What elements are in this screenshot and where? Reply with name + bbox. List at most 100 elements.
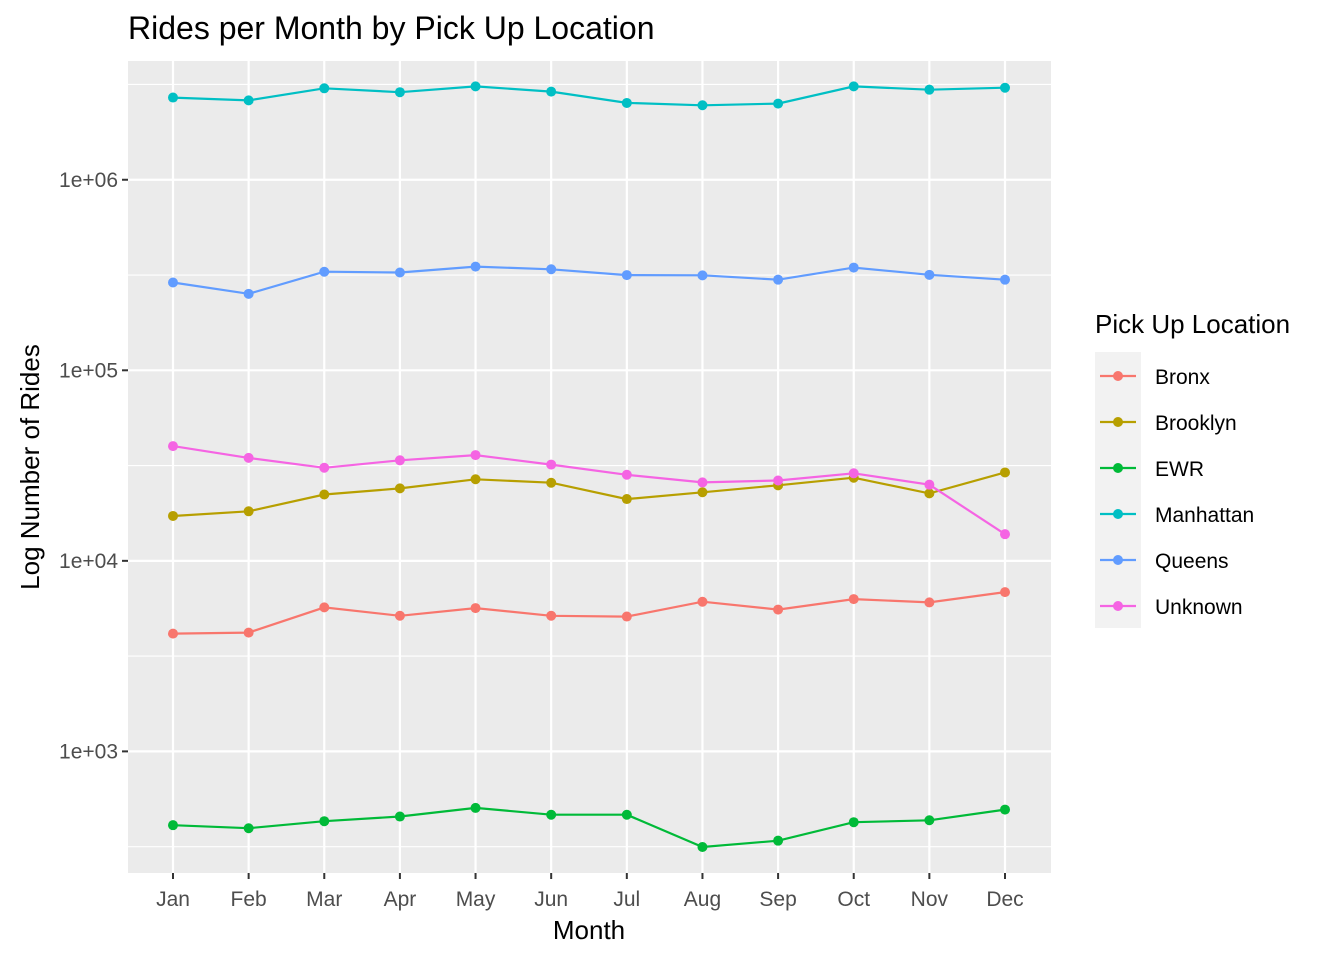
data-point-unknown bbox=[621, 469, 632, 480]
data-point-unknown bbox=[848, 468, 859, 479]
data-point-bronx bbox=[546, 610, 557, 621]
legend: Pick Up Location Bronx Brooklyn EWR Manhatt… bbox=[1095, 309, 1290, 628]
legend-key-point-brooklyn bbox=[1113, 417, 1123, 427]
data-point-queens bbox=[697, 270, 708, 281]
data-point-brooklyn bbox=[394, 483, 405, 494]
data-point-queens bbox=[470, 261, 481, 272]
data-point-ewr bbox=[848, 817, 859, 828]
legend-label-queens: Queens bbox=[1155, 550, 1229, 573]
data-point-manhattan bbox=[924, 84, 935, 95]
y-tick-label: 1e+05 bbox=[59, 359, 118, 382]
x-tick-label: Jan bbox=[156, 888, 190, 911]
x-tick-label: Jul bbox=[613, 888, 640, 911]
series-line-ewr bbox=[172, 806, 1006, 849]
y-axis-title: Log Number of Rides bbox=[15, 344, 45, 590]
series-line-unknown bbox=[172, 445, 1006, 536]
data-point-manhattan bbox=[168, 92, 178, 103]
x-axis-title: Month bbox=[553, 915, 625, 945]
x-tick-label: Dec bbox=[986, 888, 1023, 911]
data-point-ewr bbox=[924, 815, 935, 826]
data-point-queens bbox=[168, 277, 178, 288]
data-point-manhattan bbox=[697, 100, 708, 111]
data-point-bronx bbox=[621, 611, 632, 622]
legend-key-point-manhattan bbox=[1113, 509, 1123, 519]
series-line-bronx bbox=[172, 591, 1006, 635]
data-point-bronx bbox=[773, 604, 784, 615]
x-tick-label: Apr bbox=[384, 888, 417, 911]
data-point-manhattan bbox=[319, 83, 330, 94]
data-point-brooklyn bbox=[319, 489, 330, 500]
data-point-manhattan bbox=[773, 98, 784, 109]
data-point-ewr bbox=[319, 816, 330, 827]
legend-label-unknown: Unknown bbox=[1155, 596, 1243, 619]
data-point-ewr bbox=[621, 809, 632, 820]
data-point-unknown bbox=[168, 441, 178, 452]
data-point-unknown bbox=[924, 479, 935, 490]
x-axis: Jan Feb Mar Apr May Jun Jul Aug Sep Oct Nov Dec bbox=[156, 873, 1024, 911]
data-point-brooklyn bbox=[924, 488, 935, 499]
data-point-ewr bbox=[168, 820, 178, 831]
minor-grid bbox=[128, 83, 1051, 848]
data-point-manhattan bbox=[470, 81, 481, 92]
plot-panel bbox=[128, 61, 1051, 873]
data-point-manhattan bbox=[394, 87, 405, 98]
data-point-bronx bbox=[697, 596, 708, 607]
data-point-bronx bbox=[243, 627, 254, 638]
data-point-unknown bbox=[546, 459, 557, 470]
x-tick-label: Mar bbox=[306, 888, 342, 911]
data-point-brooklyn bbox=[546, 477, 557, 488]
x-tick-label: Sep bbox=[759, 888, 796, 911]
data-point-unknown bbox=[243, 452, 254, 463]
data-point-brooklyn bbox=[243, 506, 254, 517]
data-point-unknown bbox=[470, 450, 481, 461]
x-tick-label: Aug bbox=[684, 888, 721, 911]
x-tick-label: Jun bbox=[534, 888, 568, 911]
data-point-unknown bbox=[773, 475, 784, 486]
data-point-bronx bbox=[319, 602, 330, 613]
data-point-bronx bbox=[168, 628, 178, 639]
y-tick-label: 1e+03 bbox=[59, 740, 118, 763]
y-tick-label: 1e+04 bbox=[59, 550, 118, 573]
data-point-queens bbox=[924, 269, 935, 280]
data-point-queens bbox=[773, 274, 784, 285]
data-point-brooklyn bbox=[621, 494, 632, 505]
y-tick-label: 1e+06 bbox=[59, 169, 118, 192]
series-line-brooklyn bbox=[172, 471, 1006, 518]
data-point-queens bbox=[243, 288, 254, 299]
series-line-manhattan bbox=[172, 85, 1006, 107]
data-point-ewr bbox=[243, 823, 254, 834]
data-point-ewr bbox=[697, 841, 708, 852]
data-point-queens bbox=[621, 270, 632, 281]
data-point-unknown bbox=[394, 455, 405, 466]
chart-title: Rides per Month by Pick Up Location bbox=[128, 10, 654, 46]
data-point-queens bbox=[546, 264, 557, 275]
data-point-bronx bbox=[924, 597, 935, 608]
legend-label-manhattan: Manhattan bbox=[1155, 504, 1254, 527]
legend-keys-background bbox=[1095, 352, 1141, 628]
data-point-ewr bbox=[773, 835, 784, 846]
legend-key-point-bronx bbox=[1113, 371, 1123, 381]
data-point-brooklyn bbox=[1000, 467, 1010, 478]
legend-key-point-queens bbox=[1113, 555, 1123, 565]
data-point-unknown bbox=[1000, 529, 1010, 540]
data-point-brooklyn bbox=[470, 474, 481, 485]
data-point-bronx bbox=[848, 594, 859, 605]
data-point-brooklyn bbox=[168, 510, 178, 521]
series-line-queens bbox=[172, 265, 1006, 295]
x-tick-label: Oct bbox=[837, 888, 870, 911]
data-point-unknown bbox=[697, 477, 708, 488]
data-point-ewr bbox=[1000, 804, 1010, 815]
series-group bbox=[168, 81, 1010, 852]
x-tick-label: May bbox=[456, 888, 496, 911]
legend-items: Bronx Brooklyn EWR Manhattan Queens Unknown bbox=[1100, 366, 1254, 619]
y-axis: 1e+03 1e+04 1e+05 1e+06 bbox=[59, 169, 128, 763]
data-point-unknown bbox=[319, 462, 330, 473]
data-point-manhattan bbox=[1000, 82, 1010, 93]
data-point-bronx bbox=[470, 603, 481, 614]
x-tick-label: Feb bbox=[231, 888, 267, 911]
data-point-bronx bbox=[394, 610, 405, 621]
legend-title: Pick Up Location bbox=[1095, 309, 1290, 339]
data-point-brooklyn bbox=[697, 487, 708, 498]
legend-key-point-ewr bbox=[1113, 463, 1123, 473]
